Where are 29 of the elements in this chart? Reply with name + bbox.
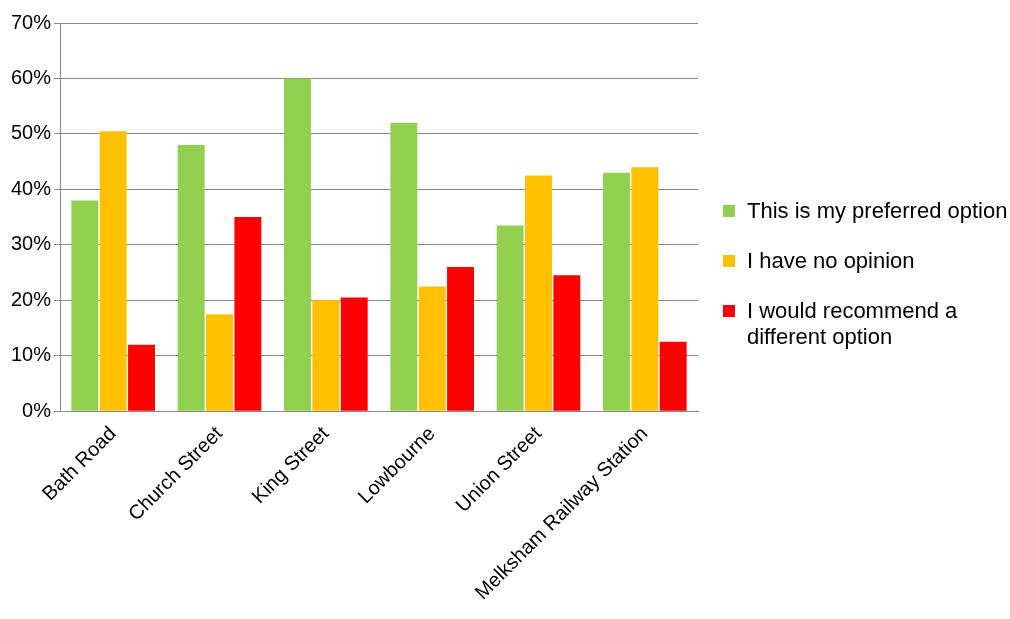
y-tick-label: 70% [11, 10, 52, 33]
bar [284, 78, 311, 411]
y-tick-label: 50% [11, 121, 52, 144]
bar [525, 175, 552, 411]
bar [340, 297, 368, 411]
y-tick-label: 30% [11, 232, 52, 255]
bar [177, 145, 205, 411]
y-tick-label: 10% [11, 343, 52, 366]
bar [390, 122, 418, 411]
bar [447, 267, 474, 411]
bar [553, 275, 581, 411]
y-tick-label: 0% [22, 398, 52, 421]
y-tick-label: 60% [11, 65, 52, 88]
legend-label: I would recommend a different option [747, 298, 959, 350]
bar [234, 217, 262, 411]
bar [659, 341, 687, 411]
legend-label: This is my preferred option [747, 198, 1008, 224]
legend-label: I have no opinion [747, 248, 915, 274]
y-tick-label: 20% [11, 287, 52, 310]
bar [312, 300, 340, 411]
bar [418, 286, 446, 411]
bar [631, 167, 659, 411]
bar [496, 225, 524, 411]
bar [603, 172, 630, 411]
bar [128, 344, 156, 411]
bar [71, 200, 99, 411]
y-tick-label: 40% [11, 176, 52, 199]
bar [206, 314, 233, 411]
bar [99, 131, 127, 411]
